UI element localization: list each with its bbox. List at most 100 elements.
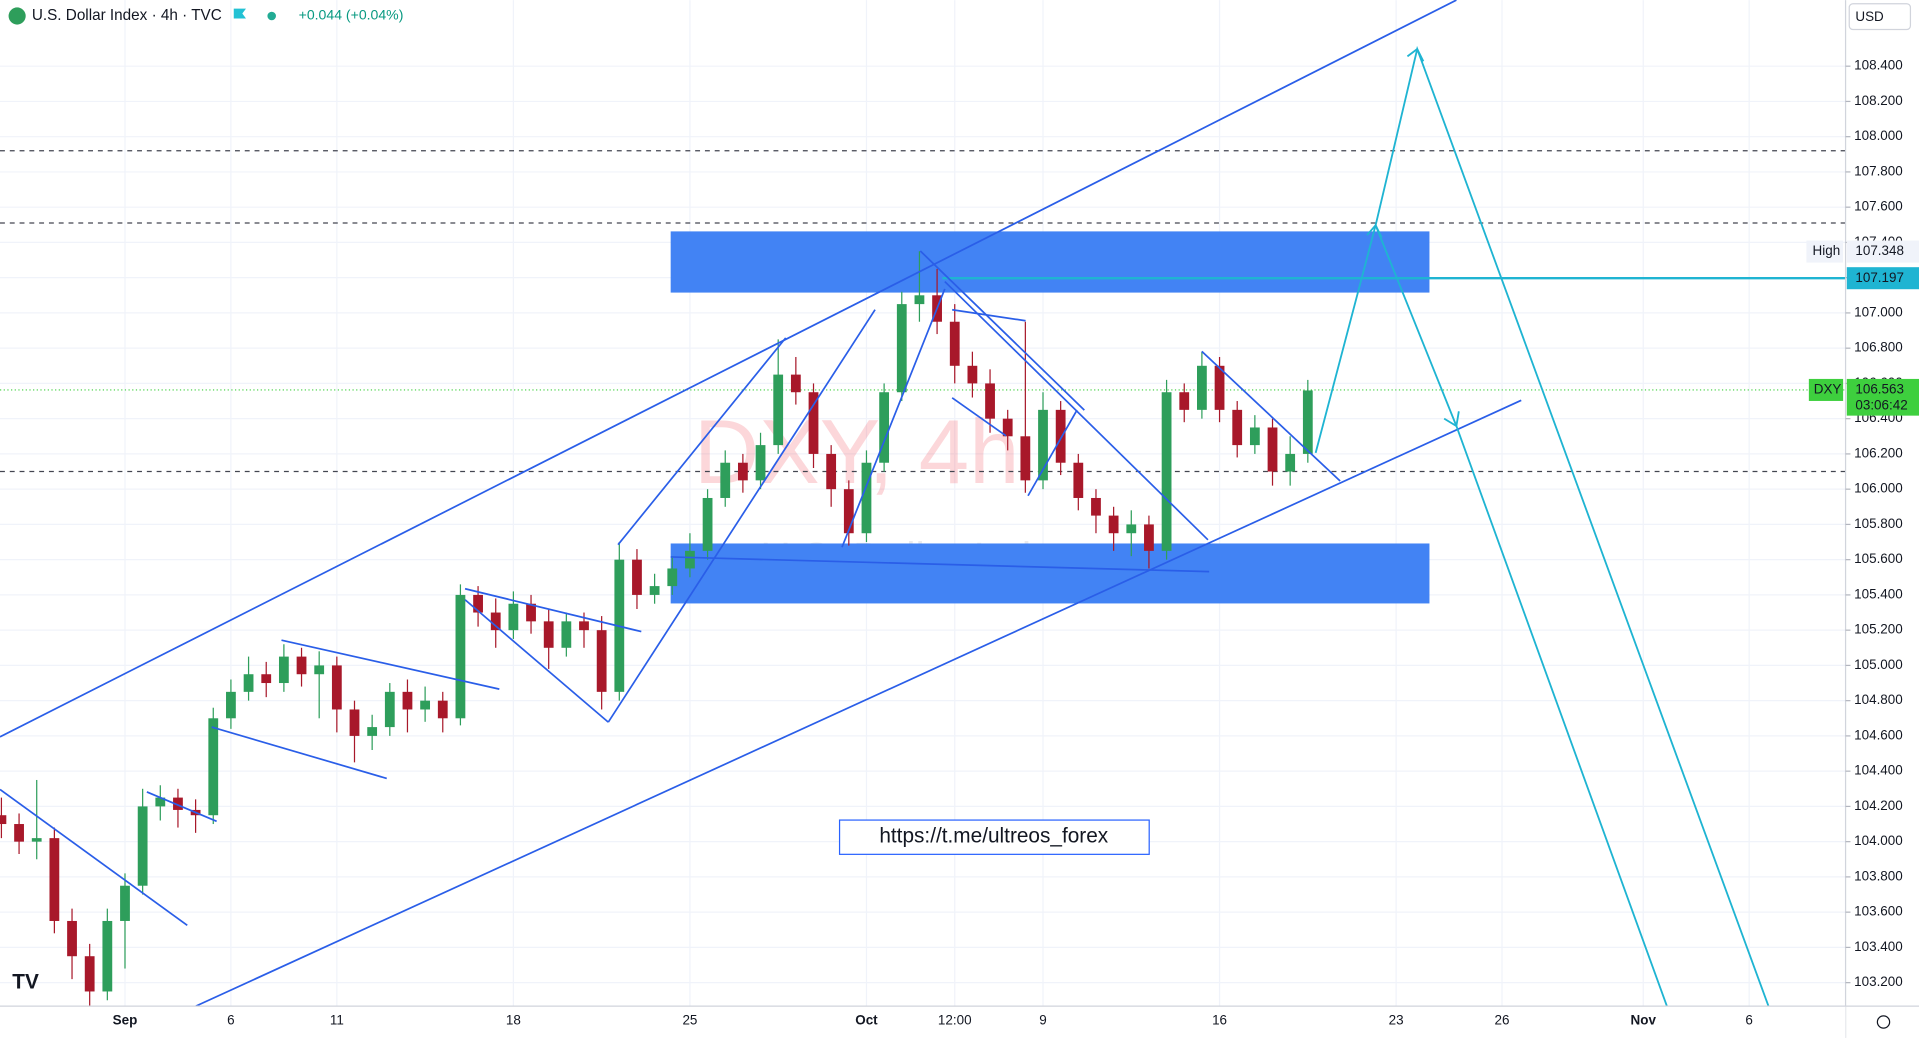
y-tick-label: 104.000 [1854,833,1903,848]
trend-line [952,308,1026,322]
candle-body [1091,497,1101,516]
projection-drawings [1314,45,1770,1007]
candle-body [473,594,483,613]
candle-body [155,797,166,807]
trend-line [951,397,1007,437]
candle-body [949,321,960,366]
x-tick-label: Oct [855,1012,878,1027]
candle-body [1179,392,1190,410]
candle-body [67,920,77,957]
trend-line [944,280,1209,541]
candle-body [1302,390,1313,454]
x-tick-label: 18 [506,1012,521,1027]
candle-body [384,691,395,728]
high-price-tag [1846,240,1919,263]
candle-body [879,392,890,463]
y-tick-label: 105.000 [1854,657,1903,672]
x-tick-label: 16 [1212,1012,1227,1027]
candle-body [1055,409,1066,463]
candle-body [137,806,148,886]
channel-lower [195,399,1522,1007]
trend-line [841,288,946,548]
candle-body [1197,365,1207,410]
high-tag-bg [1806,240,1844,263]
trend-line [464,587,642,633]
candle-body [367,727,378,736]
symbol-tag [1808,378,1844,401]
candle-body [1108,515,1119,534]
last-price-tag [1846,378,1919,416]
chart-title: U.S. Dollar Index · 4h · TVC [32,7,222,24]
trend-line [607,309,876,723]
trend-line [146,791,217,823]
watermark: DXY, 4h [694,402,1020,503]
link[interactable]: https://t.me/ultreos_forex [879,825,1108,848]
y-tick-label: 104.600 [1854,727,1903,742]
trend-line [617,337,787,546]
x-tick-label: 26 [1495,1012,1510,1027]
time-axis [0,1006,1846,1038]
candle-body [896,304,907,393]
y-tick-label: 105.200 [1854,622,1903,637]
candle-body [1249,427,1260,446]
candle-body [173,797,183,810]
y-tick-label: 103.800 [1854,868,1903,883]
candle-body [790,374,801,393]
candle-body [667,568,678,587]
candle-body [685,550,695,569]
candle-body [14,824,24,842]
y-tick-label: 105.800 [1854,516,1903,531]
candle-body [261,674,272,684]
countdown-label: 03:06:42 [1855,397,1907,412]
y-tick-label: 107.600 [1854,199,1903,214]
candle-body [843,489,854,534]
candle-body [808,392,819,454]
change-label: +0.044 (+0.04%) [299,7,404,23]
tv-logo[interactable]: TV [12,970,39,993]
candle-body [1161,392,1172,551]
candle-body [1267,427,1278,472]
trend-line [1027,409,1078,497]
trend-line [919,250,1085,411]
x-tick-label: Sep [113,1012,138,1027]
price-axis [1845,0,1919,1038]
symbol-logo [8,7,26,25]
x-tick-label: 6 [227,1012,234,1027]
candle-body [49,838,60,921]
candle-body [826,453,837,490]
y-tick-label: 104.800 [1854,692,1903,707]
projection-path [1314,45,1770,1007]
x-tick-label: 25 [682,1012,697,1027]
candle-body [1002,418,1013,437]
trend-line [281,639,500,690]
y-tick-label: 106.000 [1854,481,1903,496]
currency-button[interactable] [1848,3,1912,31]
currency[interactable]: USD [1855,9,1884,24]
high-tag-label: High [1813,243,1841,258]
level-label: 107.197 [1855,270,1904,285]
link-box[interactable] [838,819,1150,855]
trend-line [211,726,387,780]
candle-body [985,383,995,419]
level-tag [1846,267,1919,290]
trend-line [1201,350,1341,482]
x-tick-label: 23 [1389,1012,1404,1027]
y-tick-label: 104.200 [1854,798,1903,813]
candle-body [490,612,501,631]
candle-body [1144,524,1154,551]
candle-body [632,559,642,595]
trend-line [0,788,188,927]
trend-line [464,599,609,723]
last-price-label: 106.563 [1855,382,1904,397]
candle-body [1020,436,1031,481]
settings-icon[interactable] [1876,1015,1891,1029]
y-tick-label: 103.200 [1854,974,1903,989]
candle-body [1232,409,1243,446]
flag-icon[interactable] [233,8,246,19]
candle-body [331,665,342,710]
candle-body [120,885,130,921]
